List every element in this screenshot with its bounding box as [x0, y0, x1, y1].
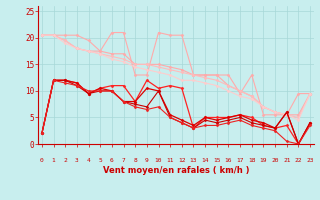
X-axis label: Vent moyen/en rafales ( km/h ): Vent moyen/en rafales ( km/h ) — [103, 166, 249, 175]
